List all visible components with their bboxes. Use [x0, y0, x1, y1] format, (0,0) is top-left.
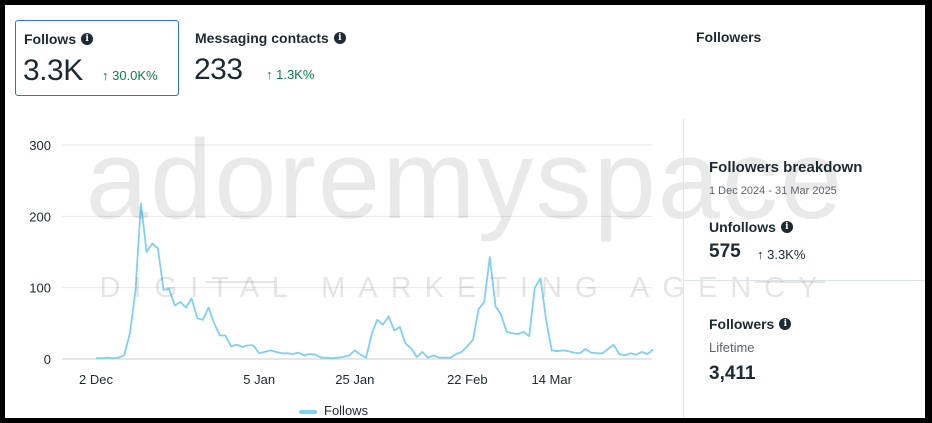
insights-frame: Follows i 3.3K ↑ 30.0K% Messaging contac… [5, 5, 925, 418]
legend-label-follows: Follows [324, 403, 369, 418]
breakdown-title: Followers breakdown [709, 159, 863, 176]
metric-title-follows: Follows [24, 31, 77, 47]
metric-delta-follows: ↑ 30.0K% [102, 68, 158, 83]
x-tick-label: 22 Feb [447, 372, 487, 387]
metric-value-follows: 3.3K [23, 54, 83, 87]
metric-value-messaging: 233 [194, 53, 243, 86]
followers-value: 3,411 [709, 363, 756, 384]
x-tick-label: 5 Jan [243, 372, 275, 387]
metric-card-messaging-contacts[interactable]: Messaging contacts i 233 ↑ 1.3K% [189, 20, 389, 96]
unfollows-value: 575 [709, 241, 741, 262]
followers-subtitle: Lifetime [709, 340, 755, 355]
series-line-follows [96, 202, 654, 360]
x-tick-label: 2 Dec [79, 372, 113, 387]
x-tick-label: 25 Jan [335, 372, 374, 387]
panel-divider [683, 119, 684, 418]
follows-line-chart: 0 100 200 300 2 Dec 5 Jan 25 Jan 22 Feb 14 Mar Fo… [29, 138, 654, 418]
unfollows-delta: ↑ 3.3K% [757, 247, 806, 262]
info-icon[interactable]: i [779, 318, 792, 330]
legend-swatch-follows [299, 410, 317, 414]
info-icon[interactable]: i [780, 221, 793, 233]
y-tick-label: 0 [44, 352, 51, 367]
metric-title-messaging: Messaging contacts [195, 30, 329, 46]
unfollows-title: Unfollows [709, 219, 776, 235]
y-tick-label: 100 [29, 281, 51, 296]
info-icon[interactable]: i [81, 33, 94, 45]
info-icon[interactable]: i [333, 32, 346, 44]
breakdown-date-range: 1 Dec 2024 - 31 Mar 2025 [709, 185, 837, 197]
metric-delta-messaging: ↑ 1.3K% [266, 67, 315, 82]
x-tick-label: 14 Mar [531, 372, 572, 387]
followers-title: Followers [709, 316, 775, 332]
panel-title: Followers [696, 29, 762, 45]
section-divider [684, 280, 925, 281]
y-tick-label: 200 [29, 209, 51, 224]
metric-card-follows[interactable]: Follows i 3.3K ↑ 30.0K% [15, 20, 179, 96]
y-tick-label: 300 [29, 138, 51, 153]
